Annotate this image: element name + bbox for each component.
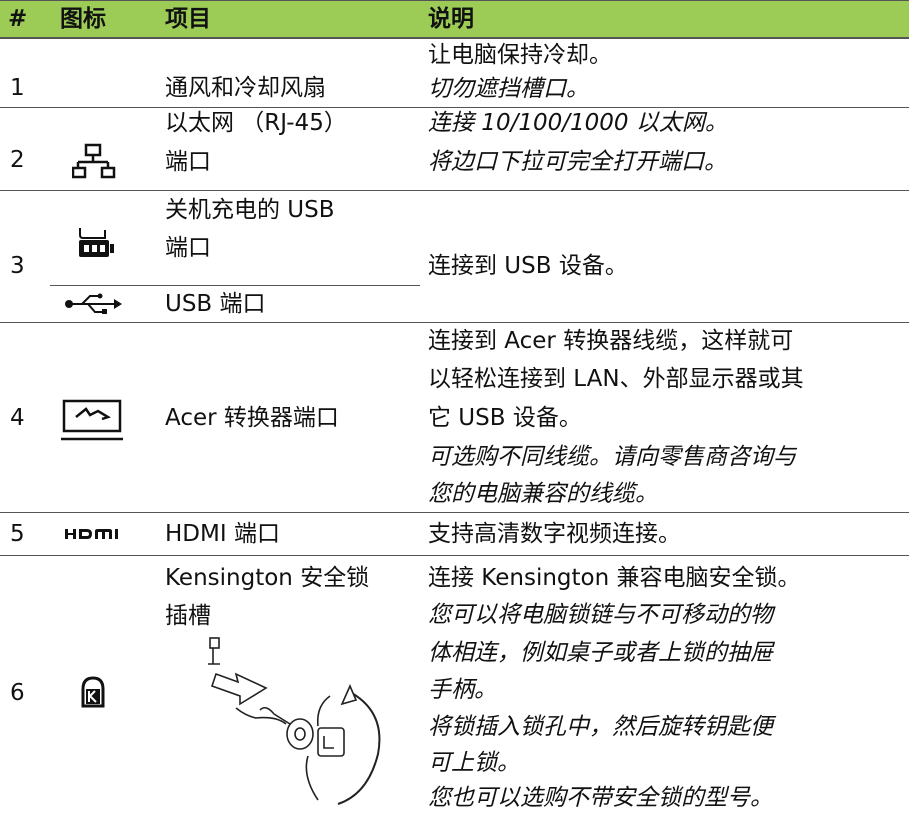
- item: HDMI 端口: [165, 521, 280, 547]
- row-number: 3: [10, 253, 25, 279]
- rule: [0, 322, 909, 323]
- rule: [0, 190, 909, 191]
- description: 可选购不同线缆。请向零售商咨询与: [428, 444, 796, 470]
- item: 端口: [165, 235, 211, 261]
- rule: [0, 0, 909, 1]
- usb-charge-icon: [79, 228, 114, 257]
- row-number: 5: [10, 521, 25, 547]
- item: Acer 转换器端口: [165, 405, 339, 431]
- row-number: 2: [10, 147, 25, 173]
- hdmi-icon: [65, 529, 118, 539]
- header: 项目: [165, 6, 211, 32]
- description: 连接 Kensington 兼容电脑安全锁。: [428, 565, 801, 591]
- item: 关机充电的 USB: [165, 197, 335, 223]
- description: 连接到 USB 设备。: [428, 253, 628, 279]
- rule: [0, 37, 909, 39]
- description: 以轻松连接到 LAN、外部显示器或其: [428, 366, 804, 392]
- row-number: 6: [10, 680, 25, 706]
- header: 说明: [428, 6, 474, 32]
- item: 通风和冷却风扇: [165, 75, 326, 101]
- rule: [0, 107, 909, 108]
- header: 图标: [60, 6, 106, 32]
- description: 将边口下拉可完全打开端口。: [428, 149, 727, 175]
- description: 手柄。: [428, 677, 497, 703]
- rule: [0, 512, 909, 513]
- description: 它 USB 设备。: [428, 405, 582, 431]
- row-number: 1: [10, 75, 25, 101]
- description: 您的电脑兼容的线缆。: [428, 481, 658, 507]
- description: 让电脑保持冷却。: [428, 42, 612, 68]
- item: 以太网 （RJ-45）: [165, 110, 347, 136]
- description: 切勿遮挡槽口。: [428, 76, 589, 102]
- description: 可上锁。: [428, 750, 520, 776]
- rule: [50, 285, 420, 286]
- ethernet-icon: [72, 143, 116, 179]
- description: 支持高清数字视频连接。: [428, 521, 681, 547]
- lock-illustration: [208, 637, 381, 805]
- header-bg: [0, 0, 909, 37]
- description: 将锁插入锁孔中，然后旋转钥匙便: [428, 714, 773, 740]
- description: 连接 10/100/1000 以太网。: [428, 110, 728, 136]
- rule: [0, 555, 909, 556]
- row-number: 4: [10, 405, 25, 431]
- item: 插槽: [165, 603, 211, 629]
- usb-icon: [65, 293, 122, 314]
- description: 体相连，例如桌子或者上锁的抽屉: [428, 640, 773, 666]
- kensington-icon: [81, 676, 105, 708]
- description: 您可以将电脑锁链与不可移动的物: [428, 602, 773, 628]
- item: Kensington 安全锁: [165, 565, 370, 591]
- item: 端口: [165, 149, 211, 175]
- description: 您也可以选购不带安全锁的型号。: [428, 785, 773, 811]
- converter-icon: [61, 399, 123, 441]
- item: USB 端口: [165, 291, 266, 317]
- description: 连接到 Acer 转换器线缆，这样就可: [428, 328, 794, 354]
- header: #: [8, 6, 28, 32]
